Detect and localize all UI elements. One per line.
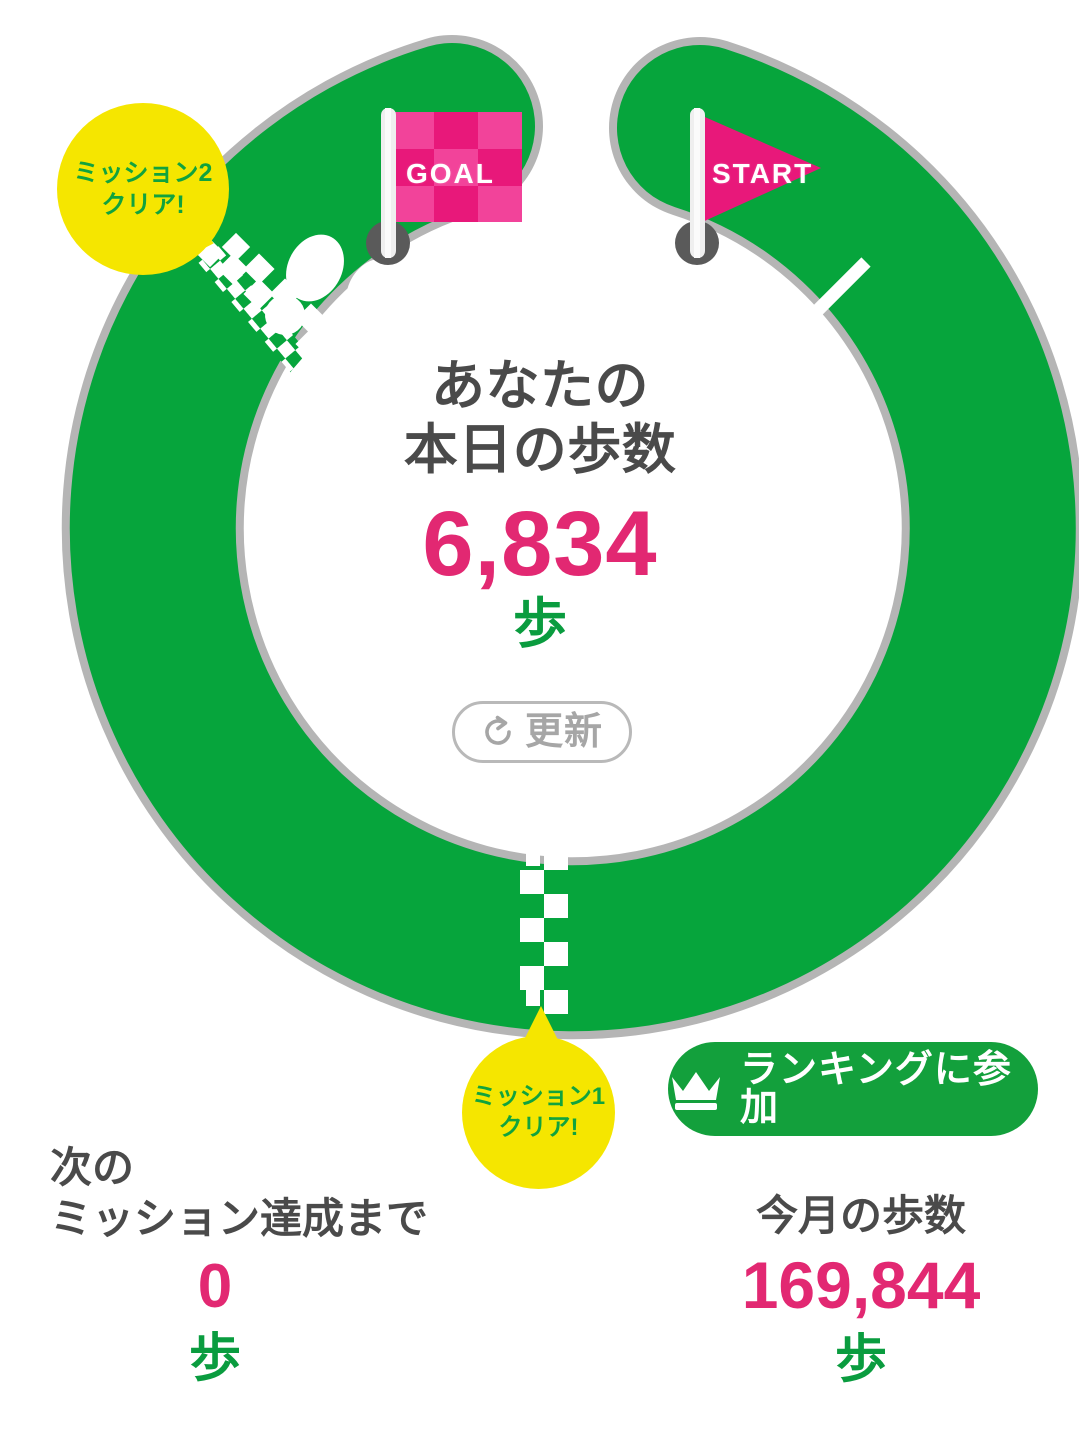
start-flag: START: [678, 108, 828, 258]
bubble-mission1-line1: ミッション1: [471, 1082, 606, 1110]
next-mission-stat: 次の ミッション達成まで 0 歩: [50, 1142, 429, 1390]
footprints-icon: [265, 234, 404, 358]
ring-svg: [61, 35, 1079, 1040]
progress-ring: [61, 35, 1079, 1040]
month-steps-unit: 歩: [834, 1331, 887, 1390]
pennant-flag-icon: [690, 108, 821, 258]
next-mission-value: 0: [197, 1252, 233, 1322]
start-flag-label: START: [712, 158, 814, 189]
bubble-mission2-line1: ミッション2: [73, 159, 213, 187]
month-steps-stat: 今月の歩数 169,844 歩: [676, 1190, 1046, 1392]
bubble-mission1-line2: クリア!: [498, 1113, 579, 1141]
ring-track: [69, 43, 1076, 1032]
goal-flag-label: GOAL: [406, 158, 495, 189]
next-mission-label-line1: 次の: [50, 1144, 135, 1191]
next-mission-label-line2: ミッション達成まで: [50, 1195, 429, 1243]
bubble-mission2: ミッション2 クリア!: [57, 103, 229, 275]
bubble-tail-mission1: [524, 1006, 558, 1040]
checkered-stripe-mission1: [520, 822, 568, 1014]
ranking-button[interactable]: ランキングに参加: [668, 1042, 1038, 1136]
bubble-mission2-line2: クリア!: [101, 191, 185, 219]
month-steps-value: 169,844: [741, 1248, 981, 1323]
refresh-label: 更新: [524, 711, 603, 753]
track-divider-line: [743, 257, 871, 385]
reload-icon: [485, 715, 511, 745]
checkered-flag-icon: [381, 108, 522, 258]
bubble-mission1: ミッション1 クリア!: [462, 1036, 615, 1189]
goal-flag: GOAL: [368, 108, 528, 258]
refresh-button[interactable]: 更新: [452, 701, 632, 763]
next-mission-unit: 歩: [188, 1329, 241, 1388]
ranking-label: ランキングに参加: [740, 1049, 1012, 1129]
crown-icon: [672, 1072, 720, 1110]
month-steps-label: 今月の歩数: [755, 1192, 966, 1239]
